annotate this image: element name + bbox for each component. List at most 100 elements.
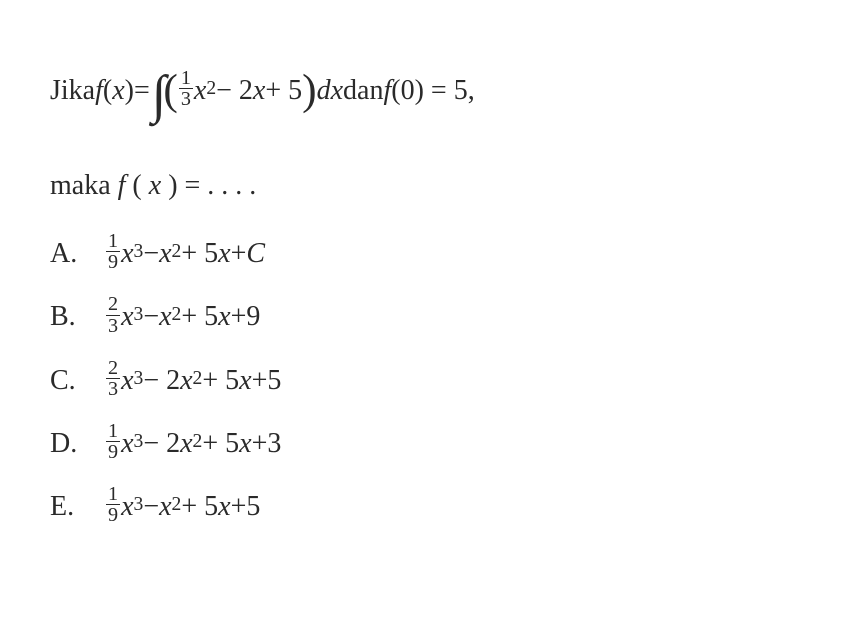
constant: 3 [267,417,281,470]
rest1-var: x [239,354,251,407]
rest1-var: x [218,290,230,343]
paren-left: ( [163,49,177,131]
term2-var: x [159,480,171,533]
term2-exp: 2 [172,296,182,333]
term1-var: x [121,227,133,280]
term2-exp: 2 [193,423,203,460]
cond-f: f [383,64,391,117]
rest2: + [231,227,247,280]
rest2: + [231,480,247,533]
term2-var: x [159,227,171,280]
option-expression: 19x3 − 2x2 + 5x + 3 [105,417,281,470]
frac-num: 1 [179,68,193,89]
rest1: + 5 [181,227,218,280]
option-a: A.19x3 − x2 + 5x + C [50,227,818,280]
option-label: E. [50,480,105,533]
term1-exp: 3 [134,296,144,333]
frac-den: 9 [106,505,120,525]
frac-one-third: 1 3 [179,68,193,109]
mid-op: − [143,290,159,343]
paren-right: ) [302,49,316,131]
option-expression: 19x3 − x2 + 5x + C [105,227,265,280]
option-label: A. [50,227,105,280]
mid-op: − [143,480,159,533]
mid-op: − [143,227,159,280]
term1-var: x [121,480,133,533]
term2-exp: 2 [172,486,182,523]
option-frac: 19 [106,484,120,525]
constant: 5 [246,480,260,533]
term2-var: x [159,290,171,343]
q-lp: ( [103,64,112,117]
term1-var: x [121,354,133,407]
frac-num: 2 [106,358,120,379]
term1-var: x [121,417,133,470]
frac-den: 9 [106,442,120,462]
option-b: B.23x3 − x2 + 5x + 9 [50,290,818,343]
term2-exp: 2 [172,233,182,270]
rest1-var: x [218,227,230,280]
mid-op: − 2 [143,354,180,407]
term2-var: x [180,354,192,407]
constant: 5 [267,354,281,407]
option-expression: 19x3 − x2 + 5x + 5 [105,480,260,533]
constant: C [246,227,265,280]
int-x2: x [253,64,265,117]
frac-num: 2 [106,294,120,315]
int-x: x [194,64,206,117]
cond-rest: (0) = 5, [391,64,474,117]
mid-op: − 2 [143,417,180,470]
frac-den: 3 [179,89,193,109]
option-d: D.19x3 − 2x2 + 5x + 3 [50,417,818,470]
option-frac: 23 [106,294,120,335]
frac-den: 9 [106,252,120,272]
l2-x: x [149,170,161,201]
rest1-var: x [218,480,230,533]
term2-var: x [180,417,192,470]
question-line-2: maka f ( x ) = . . . . [50,159,818,212]
l2-func: f [118,170,126,201]
answer-options: A.19x3 − x2 + 5x + CB.23x3 − x2 + 5x + 9… [50,227,818,533]
option-c: C.23x3 − 2x2 + 5x + 5 [50,354,818,407]
question-line-1: Jika f ( x ) = ∫ ( 1 3 x 2 − 2 x + 5 ) d… [50,40,818,141]
option-frac: 23 [106,358,120,399]
frac-num: 1 [106,484,120,505]
frac-den: 3 [106,316,120,336]
rest2: + [231,290,247,343]
term1-exp: 3 [134,233,144,270]
q-var: x [112,64,124,117]
option-e: E.19x3 − x2 + 5x + 5 [50,480,818,533]
option-expression: 23x3 − x2 + 5x + 9 [105,290,260,343]
rest1: + 5 [202,417,239,470]
option-label: D. [50,417,105,470]
q-func: f [95,64,103,117]
math-problem: Jika f ( x ) = ∫ ( 1 3 x 2 − 2 x + 5 ) d… [50,40,818,533]
constant: 9 [246,290,260,343]
frac-den: 3 [106,379,120,399]
rest1: + 5 [181,480,218,533]
l2-lp: ( [132,170,141,201]
int-minus: − 2 [216,64,253,117]
option-label: C. [50,354,105,407]
option-label: B. [50,290,105,343]
q-rp: ) [125,64,134,117]
option-expression: 23x3 − 2x2 + 5x + 5 [105,354,281,407]
q-and: dan [343,64,383,117]
dx-x: x [331,64,343,117]
frac-num: 1 [106,421,120,442]
q-eq: = [134,64,150,117]
frac-num: 1 [106,231,120,252]
rest1: + 5 [181,290,218,343]
rest2: + [252,417,268,470]
rest1-var: x [239,417,251,470]
dx-d: d [317,64,331,117]
l2-prefix: maka [50,170,118,201]
option-frac: 19 [106,421,120,462]
term1-exp: 3 [134,423,144,460]
term1-exp: 3 [134,360,144,397]
option-frac: 19 [106,231,120,272]
rest1: + 5 [202,354,239,407]
q-prefix: Jika [50,64,95,117]
int-exp: 2 [206,70,216,107]
rest2: + [252,354,268,407]
